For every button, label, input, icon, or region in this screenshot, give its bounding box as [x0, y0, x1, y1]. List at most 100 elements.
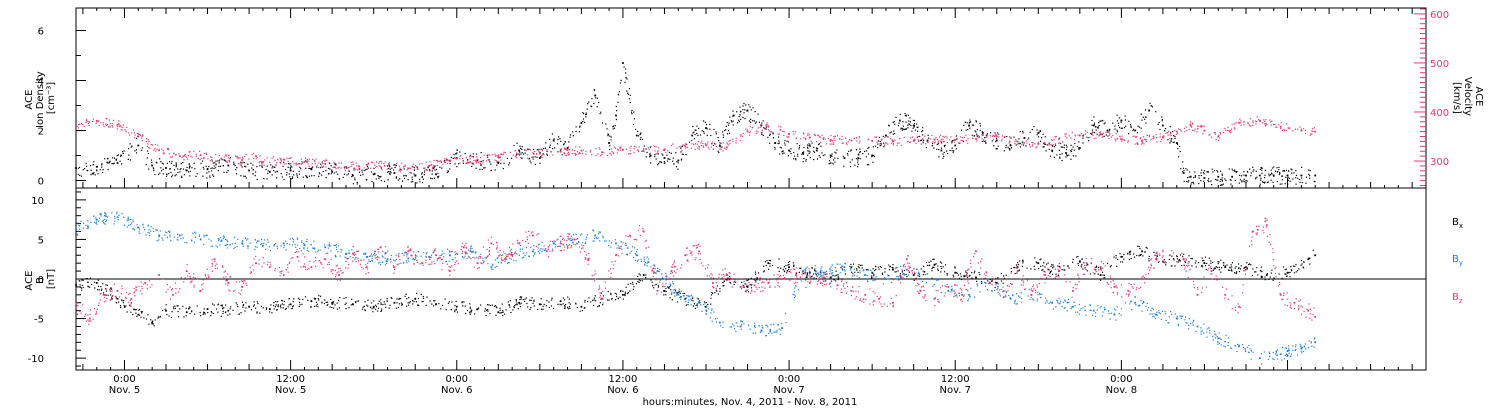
velocity-point — [950, 136, 952, 138]
bx-point — [515, 304, 517, 306]
density-point — [1052, 145, 1054, 147]
velocity-point — [131, 132, 133, 134]
velocity-point — [461, 158, 464, 160]
density-point — [276, 177, 278, 179]
velocity-point — [986, 134, 988, 136]
by-point — [622, 242, 624, 244]
by-point — [925, 281, 928, 284]
velocity-point — [236, 155, 238, 158]
density-point — [953, 150, 955, 152]
velocity-point — [1145, 139, 1147, 141]
bx-point — [315, 305, 317, 307]
density-point — [1272, 174, 1275, 177]
density-point — [475, 153, 478, 155]
velocity-point — [705, 144, 707, 147]
by-point — [104, 215, 106, 217]
bx-point — [788, 266, 790, 268]
by-point — [210, 245, 212, 247]
density-point — [1217, 171, 1219, 173]
density-point — [796, 143, 798, 145]
bx-point — [1235, 266, 1237, 268]
velocity-point — [264, 159, 266, 161]
by-point — [1304, 343, 1307, 345]
density-point — [1173, 141, 1175, 143]
velocity-point — [741, 135, 744, 137]
velocity-point — [614, 147, 617, 149]
velocity-point — [702, 145, 704, 147]
bx-point — [835, 280, 837, 282]
by-point — [644, 263, 646, 265]
velocity-point — [765, 124, 767, 126]
density-point — [416, 182, 418, 184]
density-point — [806, 144, 809, 146]
velocity-point — [538, 151, 540, 153]
bx-point — [242, 304, 245, 306]
velocity-point — [210, 156, 212, 158]
density-point — [774, 148, 776, 150]
bx-point — [417, 304, 419, 306]
density-point — [769, 133, 771, 135]
by-point — [1287, 355, 1289, 357]
density-point — [546, 153, 548, 155]
density-point — [612, 126, 614, 128]
velocity-point — [447, 159, 449, 161]
bx-point — [88, 286, 91, 288]
density-point — [806, 146, 809, 148]
density-point — [431, 173, 433, 175]
bx-point — [1295, 271, 1297, 273]
by-point — [1314, 341, 1317, 344]
velocity-point — [225, 155, 227, 157]
density-point — [135, 137, 138, 140]
bx-point — [710, 294, 713, 296]
velocity-point — [909, 141, 911, 144]
density-point — [1091, 124, 1093, 126]
by-point — [705, 305, 708, 307]
bx-point — [756, 277, 758, 279]
density-point — [795, 159, 797, 161]
density-point — [483, 167, 485, 169]
density-point — [215, 163, 217, 165]
bx-point — [680, 295, 682, 298]
bx-point — [159, 315, 161, 317]
density-point — [1128, 133, 1130, 135]
velocity-point — [1285, 123, 1288, 125]
by-point — [821, 272, 823, 274]
density-point — [757, 113, 759, 115]
velocity-point — [449, 159, 451, 161]
bx-point — [253, 304, 255, 306]
density-point — [816, 147, 818, 149]
bx-point — [969, 274, 971, 277]
bx-point — [694, 307, 697, 309]
by-point — [408, 260, 410, 262]
density-point — [1169, 126, 1171, 128]
by-point — [1061, 305, 1063, 308]
velocity-point — [1102, 135, 1104, 138]
density-point — [969, 121, 971, 123]
by-point — [166, 236, 169, 239]
density-point — [215, 164, 217, 166]
bx-point — [1221, 267, 1223, 269]
density-point — [559, 149, 562, 151]
bx-point — [422, 295, 424, 298]
bx-point — [650, 279, 652, 281]
density-point — [276, 170, 278, 172]
by-point — [974, 296, 976, 298]
density-point — [872, 161, 874, 163]
density-point — [83, 167, 86, 170]
density-point — [803, 151, 805, 153]
bx-point — [237, 306, 239, 308]
density-point — [572, 135, 575, 137]
velocity-point — [1139, 137, 1142, 139]
velocity-point — [370, 161, 373, 163]
density-point — [805, 158, 807, 161]
velocity-point — [681, 149, 683, 152]
bx-point — [835, 274, 838, 276]
velocity-point — [1191, 129, 1194, 131]
density-point — [1009, 149, 1011, 151]
density-point — [793, 155, 796, 157]
bx-point — [196, 305, 198, 307]
bx-point — [1229, 267, 1231, 269]
bx-point — [1302, 266, 1304, 268]
density-point — [897, 125, 900, 127]
density-point — [976, 135, 978, 137]
